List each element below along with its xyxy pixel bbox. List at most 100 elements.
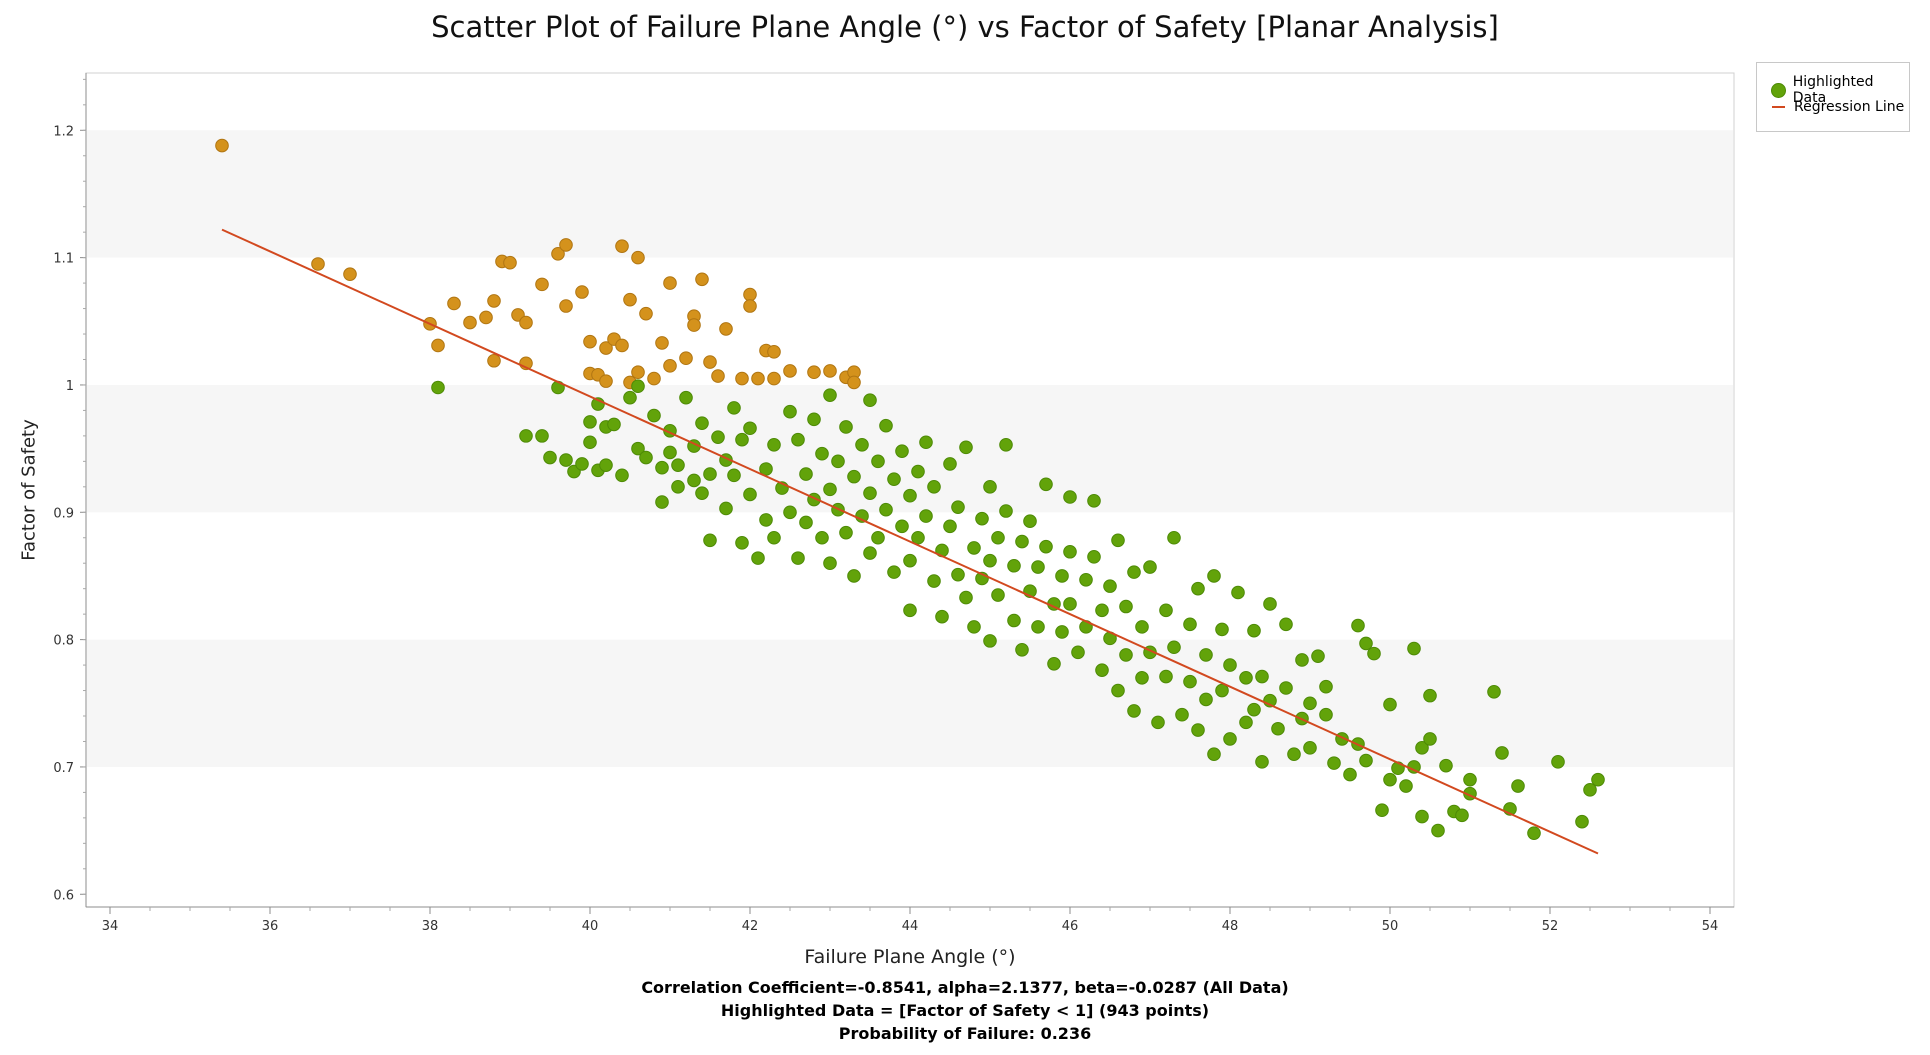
data-point [535, 429, 549, 443]
data-point [759, 513, 773, 527]
data-point [863, 486, 877, 500]
data-point [551, 247, 565, 261]
y-tick-label: 0.6 [53, 888, 74, 903]
data-point [895, 444, 909, 458]
data-point [1159, 669, 1173, 684]
data-point [1071, 645, 1085, 660]
data-point [1151, 715, 1165, 730]
data-point [823, 482, 837, 497]
legend-item-highlighted[interactable]: Highlighted Data [1771, 74, 1909, 106]
data-point [519, 429, 533, 443]
y-tick-label: 0.8 [53, 634, 74, 649]
data-point [1343, 767, 1357, 782]
data-point [767, 437, 781, 452]
data-point [951, 500, 965, 514]
data-point [807, 412, 821, 427]
legend-item-regression[interactable]: Regression Line [1771, 99, 1904, 115]
data-point [703, 467, 717, 481]
grid-band [87, 130, 1733, 258]
data-point [839, 525, 853, 540]
data-point [615, 239, 629, 253]
x-tick-label: 54 [1702, 919, 1719, 934]
data-point [743, 421, 757, 436]
data-point [751, 371, 765, 386]
data-point [1047, 657, 1061, 671]
data-point [1303, 696, 1317, 711]
data-point [927, 574, 941, 588]
data-point [431, 338, 445, 353]
data-point [559, 453, 573, 467]
data-point [1063, 544, 1077, 559]
data-point [999, 437, 1013, 452]
data-point [1159, 603, 1173, 618]
data-point [959, 590, 973, 605]
data-point [743, 287, 757, 302]
data-point [743, 487, 757, 502]
data-point [1415, 741, 1429, 755]
data-point [703, 355, 717, 369]
data-point [919, 435, 933, 450]
data-point [655, 460, 669, 475]
data-point [1215, 683, 1229, 698]
x-tick-label: 46 [1062, 919, 1079, 934]
data-point [815, 530, 829, 545]
data-point [1167, 640, 1181, 655]
data-point [1439, 758, 1453, 773]
data-point [847, 569, 861, 583]
data-point [655, 336, 669, 350]
data-point [1087, 550, 1101, 564]
data-point [1255, 755, 1269, 769]
data-point [1023, 514, 1037, 528]
data-point [695, 272, 709, 287]
data-point [215, 138, 229, 153]
x-tick-label: 38 [422, 919, 439, 934]
data-point [671, 458, 685, 472]
data-point [1287, 747, 1301, 762]
data-point [1511, 779, 1525, 793]
y-tick-label: 1 [66, 379, 74, 394]
data-point [1135, 620, 1149, 634]
data-point [559, 299, 573, 313]
data-point [631, 250, 645, 265]
data-point [1551, 755, 1565, 769]
data-point [1255, 669, 1269, 684]
data-point [1327, 756, 1341, 770]
data-point [887, 565, 901, 579]
data-point [799, 467, 813, 481]
grid-band [87, 639, 1733, 767]
data-point [1239, 671, 1253, 685]
data-point [823, 364, 837, 378]
data-point [647, 408, 661, 423]
data-point [1319, 679, 1333, 694]
data-point [895, 519, 909, 534]
data-point [599, 458, 613, 472]
data-point [687, 318, 701, 332]
data-point [903, 603, 917, 618]
data-point [783, 364, 797, 378]
data-point [903, 553, 917, 568]
x-tick-label: 36 [262, 919, 279, 934]
data-point [1111, 533, 1125, 548]
data-point [783, 404, 797, 419]
data-point [503, 255, 517, 270]
data-point [1031, 620, 1045, 634]
data-point [343, 267, 357, 281]
data-point [671, 480, 685, 494]
data-point [1423, 688, 1437, 703]
data-point [1495, 746, 1509, 760]
data-point [1183, 617, 1197, 632]
data-point [879, 418, 893, 433]
x-tick-label: 48 [1222, 919, 1239, 934]
data-point [543, 450, 557, 465]
data-point [767, 345, 781, 359]
data-point [1015, 642, 1029, 657]
data-point [799, 515, 813, 530]
data-point [639, 450, 653, 465]
data-point [967, 620, 981, 634]
data-point [575, 285, 589, 299]
data-point [1367, 646, 1381, 661]
data-point [1175, 707, 1189, 722]
data-point [967, 541, 981, 555]
data-point [535, 277, 549, 292]
data-point [711, 369, 725, 383]
